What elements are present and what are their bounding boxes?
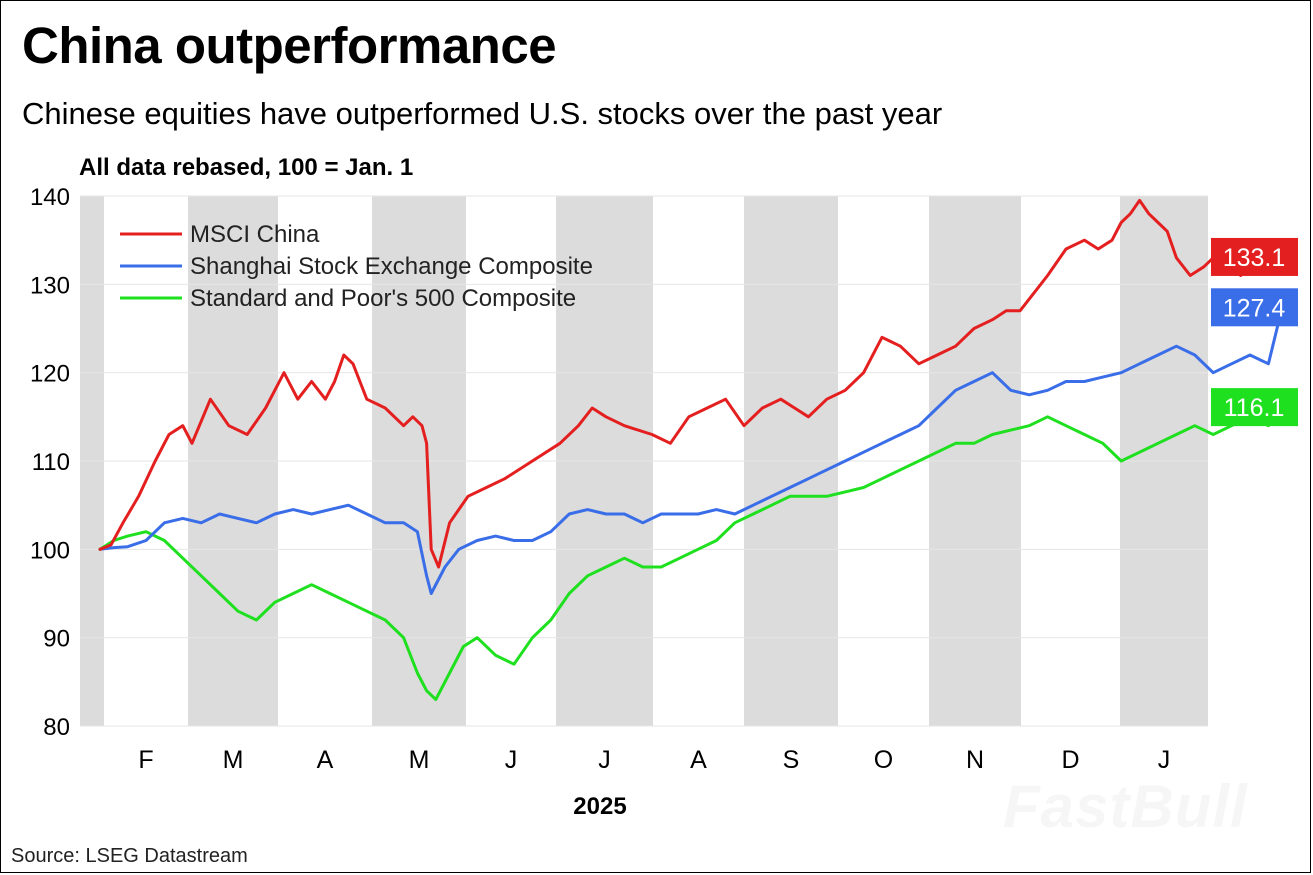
- y-tick-label: 140: [30, 184, 70, 211]
- x-tick-label: A: [690, 746, 707, 774]
- end-label-box: [1211, 388, 1298, 427]
- end-label-box: [1211, 237, 1298, 276]
- end-value-labels: 133.1 127.4 116.1: [1211, 237, 1298, 427]
- rebase-note: All data rebased, 100 = Jan. 1: [79, 154, 414, 181]
- x-tick-label: S: [783, 746, 800, 774]
- y-tick-label: 80: [43, 714, 70, 741]
- source-note: Source: LSEG Datastream: [11, 845, 248, 867]
- x-tick-label: F: [138, 746, 153, 774]
- y-axis: 80 90 100 110 120 130 140: [30, 184, 70, 741]
- end-label-value: 116.1: [1224, 394, 1285, 422]
- series-lines: [98, 198, 1284, 701]
- x-axis-title: 2025: [573, 793, 626, 820]
- chart-subtitle: Chinese equities have outperformed U.S. …: [22, 96, 943, 131]
- chart-title: China outperformance: [22, 17, 557, 74]
- series-line: [98, 305, 1284, 595]
- x-tick-label: J: [1158, 746, 1171, 774]
- legend-label: Standard and Poor's 500 Composite: [190, 285, 576, 312]
- end-label-box: [1211, 288, 1298, 327]
- x-tick-label: J: [598, 746, 611, 774]
- gridlines: [80, 195, 1208, 727]
- y-tick-label: 130: [30, 272, 70, 299]
- end-label-value: 127.4: [1223, 294, 1286, 322]
- x-tick-label: M: [409, 746, 430, 774]
- x-tick-label: J: [505, 746, 518, 774]
- legend: MSCI China Shanghai Stock Exchange Compos…: [120, 221, 593, 312]
- x-tick-label: N: [966, 746, 984, 774]
- y-tick-label: 100: [30, 537, 70, 564]
- end-label-value: 133.1: [1223, 244, 1286, 272]
- y-tick-label: 90: [43, 626, 70, 653]
- series-line: [98, 405, 1284, 701]
- legend-label: Shanghai Stock Exchange Composite: [190, 253, 593, 280]
- legend-label: MSCI China: [190, 221, 320, 248]
- x-tick-label: O: [874, 746, 893, 774]
- y-tick-label: 110: [32, 449, 70, 476]
- x-tick-label: M: [223, 746, 244, 774]
- y-tick-label: 120: [30, 361, 70, 388]
- x-tick-label: A: [317, 746, 334, 774]
- x-tick-label: D: [1061, 746, 1079, 774]
- series-line: [98, 198, 1284, 569]
